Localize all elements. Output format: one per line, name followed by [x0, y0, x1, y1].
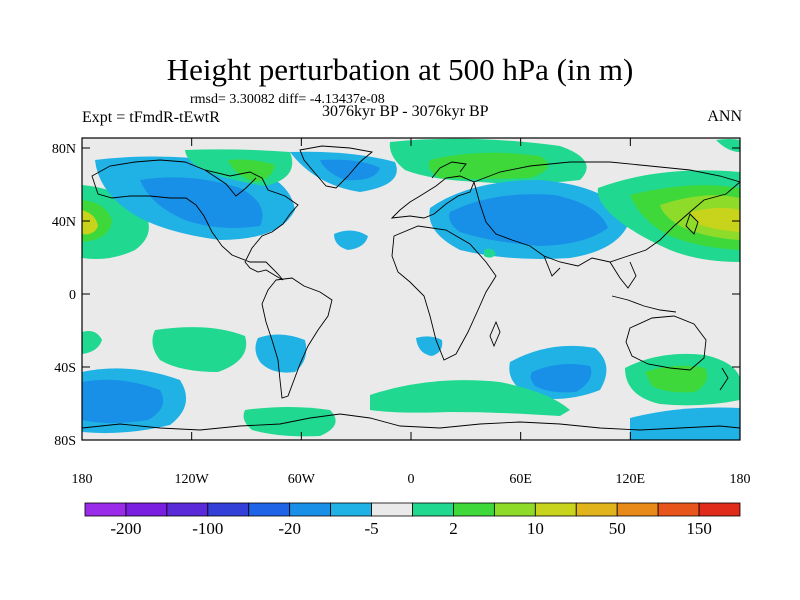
lat-tick-label: 40S	[54, 361, 76, 376]
colorbar-swatch	[534, 502, 577, 517]
colorbar-label: -100	[192, 519, 223, 538]
colorbar: -200 -100 -20 -5 2 10 50 150	[84, 502, 741, 538]
lon-tick-label: 60W	[288, 472, 316, 487]
colorbar-swatch	[412, 502, 454, 517]
lon-tick-label: 180	[730, 472, 751, 487]
colorbar-label: -5	[364, 519, 378, 538]
colorbar-label: 150	[686, 519, 712, 538]
colorbar-swatch	[248, 502, 291, 517]
lat-tick-label: 0	[69, 288, 76, 303]
lat-tick-label: 80N	[52, 142, 76, 157]
colorbar-label: 10	[527, 519, 544, 538]
colorbar-swatch	[493, 502, 536, 517]
colorbar-swatch	[330, 502, 372, 517]
colorbar-swatch	[453, 502, 495, 517]
colorbar-label: 2	[449, 519, 458, 538]
lon-tick-label: 120W	[175, 472, 210, 487]
stats-line: rmsd= 3.30082 diff= -4.13437e-08	[190, 92, 385, 107]
colorbar-swatch	[166, 502, 209, 517]
colorbar-swatch	[84, 502, 127, 517]
lat-tick-label: 40N	[52, 215, 76, 230]
lon-tick-label: 180	[72, 472, 93, 487]
longitude-axis: 180 120W 60W 0 60E 120E 180	[72, 138, 751, 487]
colorbar-swatch	[657, 502, 700, 517]
colorbar-swatch	[371, 502, 413, 517]
colorbar-label: -20	[278, 519, 301, 538]
lon-tick-label: 0	[408, 472, 415, 487]
latitude-axis: 80N 40N 0 40S 80S	[52, 142, 740, 449]
colorbar-swatch	[289, 502, 332, 517]
lat-tick-label: 80S	[54, 434, 76, 449]
lon-tick-label: 120E	[616, 472, 646, 487]
colorbar-swatch	[698, 502, 741, 517]
season-label: ANN	[707, 108, 742, 125]
plot-title: Height perturbation at 500 hPa (in m)	[166, 52, 634, 87]
colorbar-swatch	[125, 502, 168, 517]
colorbar-swatch	[616, 502, 659, 517]
period-label: 3076kyr BP - 3076kyr BP	[322, 103, 489, 120]
colorbar-swatch	[207, 502, 250, 517]
coastlines	[82, 145, 740, 431]
colorbar-label: -200	[110, 519, 141, 538]
experiment-label: Expt = tFmdR-tEwtR	[82, 109, 220, 126]
lon-tick-label: 60E	[509, 472, 532, 487]
colorbar-label: 50	[609, 519, 626, 538]
colorbar-swatch	[575, 502, 618, 517]
contour-fill	[82, 138, 740, 440]
